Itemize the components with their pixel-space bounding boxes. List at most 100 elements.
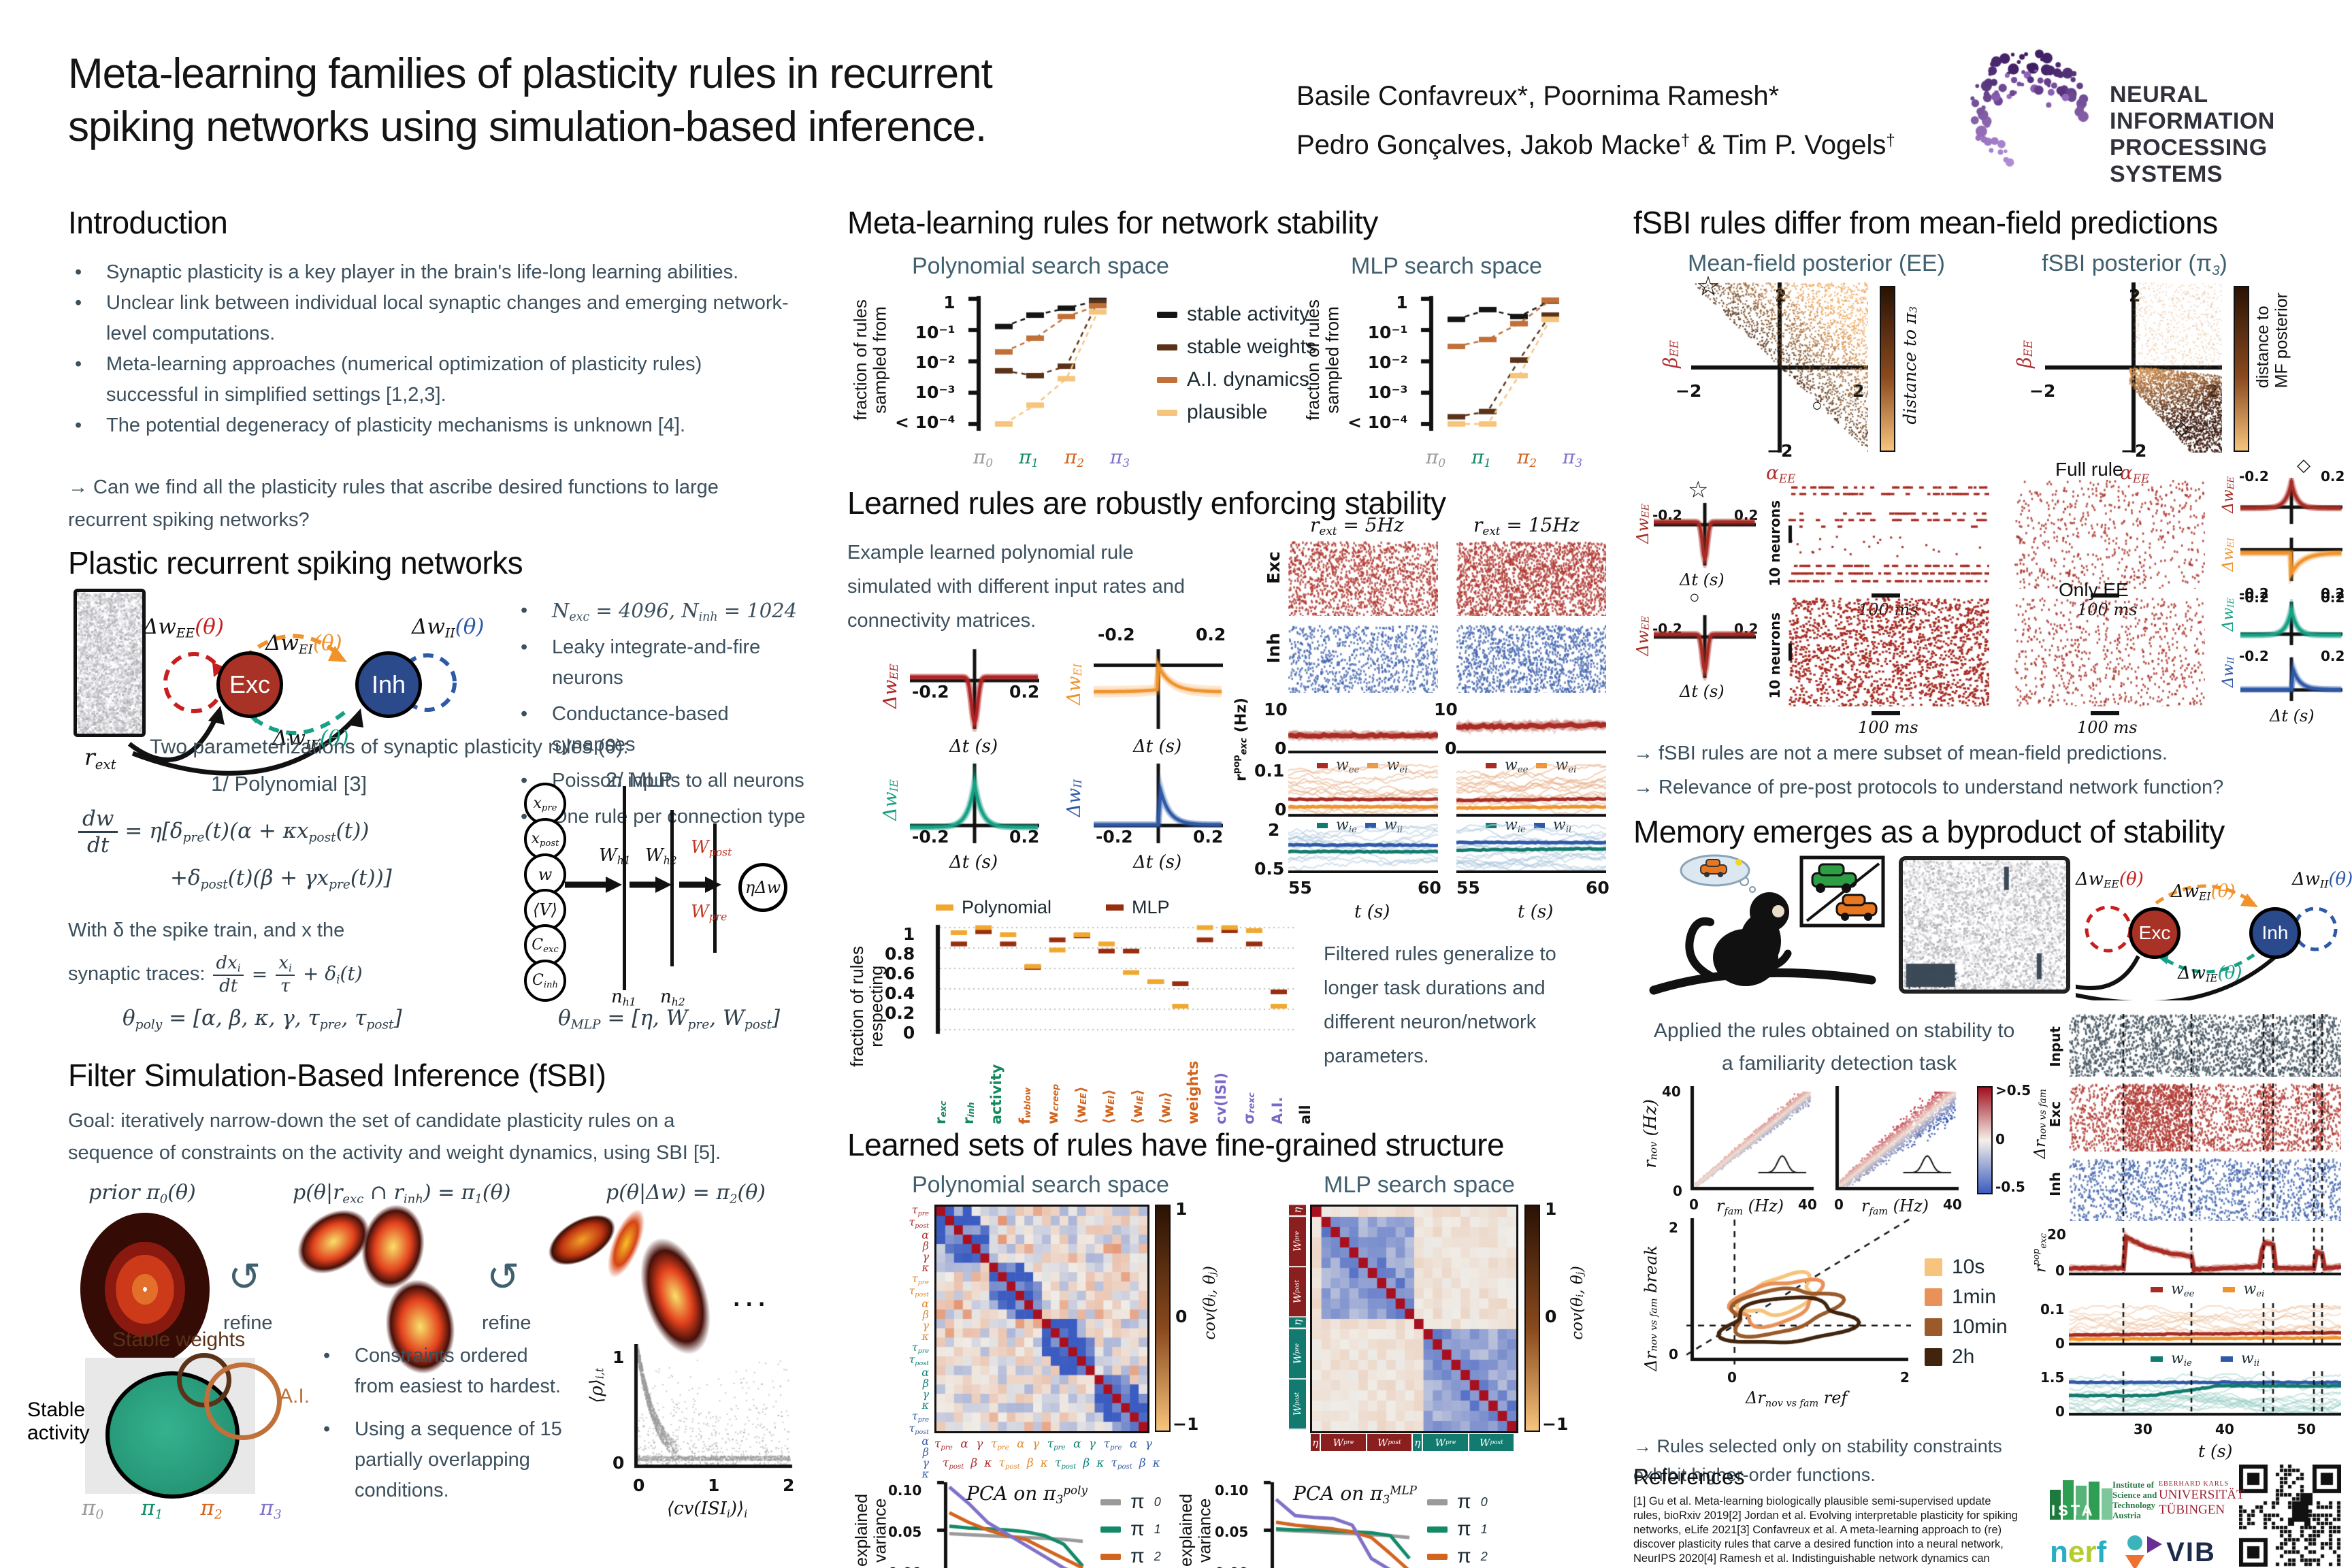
authors-line2: Pedro Gonçalves, Jakob Macke† & Tim P. V…: [1296, 130, 1895, 160]
tuebingen-logo: EBERHARD KARLS UNIVERSITÄT TÜBINGEN: [2159, 1480, 2244, 1518]
w2-ytick-top: 2: [1268, 820, 1280, 840]
cv-xtick-0: 0: [633, 1475, 645, 1495]
ml-ylabel-1: fraction of rules: [850, 299, 870, 421]
list-item: 0.4: [885, 983, 915, 1003]
dwei-base: ΔwEI: [265, 631, 313, 657]
list-item: γ: [922, 1318, 929, 1332]
nerf-r: r: [2085, 1535, 2097, 1568]
authors: Basile Confavreux*, Poornima Ramesh* Ped…: [1296, 71, 1895, 169]
scalebar-4: [2091, 711, 2119, 715]
stdp-ei-tick-pos: 0.2: [1196, 625, 1226, 644]
constraint-bullet-1-text: Constraints ordered from easiest to hard…: [355, 1345, 561, 1397]
list-item: α: [1129, 1437, 1138, 1451]
famA-xlabel: rfam (Hz): [1716, 1196, 1784, 1218]
ista-bar: [2076, 1486, 2087, 1520]
nerf-e: e: [2068, 1535, 2085, 1568]
mem-rate-plot: [2069, 1228, 2341, 1275]
list-item: α: [921, 1434, 929, 1448]
list-item: stable activity: [1157, 303, 1316, 326]
mem-wei: wei: [2243, 1281, 2265, 1299]
list-item: cv(ISI): [1213, 1072, 1230, 1124]
cov-heatmap-poly: [934, 1205, 1149, 1433]
pi2-label: p(θ|Δw) = π2(θ): [606, 1181, 766, 1207]
dwii-theta: (θ): [455, 615, 485, 639]
references-list: [1] Gu et al. Meta-learning biologically…: [1633, 1494, 2021, 1568]
famB-x0: 0: [1834, 1196, 1844, 1213]
contour-legend: 10s 1min 10min 2h: [1925, 1256, 2008, 1369]
l4: Austria: [2112, 1509, 2141, 1520]
dwii-base: ΔwII: [412, 615, 455, 641]
vib-logo: VIB: [2124, 1535, 2216, 1568]
posterior-sequence: ↻ refine ↻ refine ...: [68, 1194, 810, 1381]
mf-left-colorbar: [1880, 286, 1895, 452]
mem-inh-raster: [2069, 1158, 2341, 1221]
mem-inh-label: Inh: [2047, 1172, 2063, 1196]
mf-left-cb-label: distance to π3: [1900, 306, 1920, 425]
ml-poly-title: Polynomial search space: [912, 253, 1169, 279]
list-item: α: [921, 1296, 929, 1310]
mem-exc-raster: [2069, 1083, 2341, 1152]
list-item: 0.10: [1215, 1482, 1249, 1499]
respect-yticks: 1 0.8 0.6 0.4 0.2 0: [885, 924, 915, 1043]
list-item: π3: [1562, 446, 1582, 470]
bullet-marker: •: [521, 703, 528, 725]
trace-equals: =: [251, 963, 268, 986]
intro-heading: Introduction: [68, 205, 228, 240]
memory-heading: Memory emerges as a byproduct of stabili…: [1633, 814, 2225, 849]
dwii-label: ΔwII(θ): [412, 615, 484, 641]
famB-x40: 40: [1943, 1196, 1962, 1213]
nh1-label: nh1: [611, 987, 636, 1009]
constraint-bullet-2-text: Using a sequence of 15 partially overlap…: [355, 1418, 562, 1501]
bullet-marker: •: [75, 414, 82, 436]
intro-bullet-4-text: The potential degeneracy of plasticity m…: [106, 414, 686, 436]
memory-inh: Inh: [2249, 907, 2301, 959]
list-item: τpost: [909, 1422, 929, 1437]
refine-icon-2: ↻: [487, 1255, 520, 1299]
respect-categories: rexc rinh activity fwblow wcreep ⟨wEE⟩ ⟨wEI⟩ ⟨w…: [932, 1043, 1313, 1124]
xlabel-ts-b: t (s): [1518, 902, 1554, 922]
list-item: π2: [200, 1496, 223, 1522]
theta-poly: θpoly = [α, β, κ, γ, τpre, τpost]: [122, 1006, 402, 1032]
stdp-ei-tick-neg: -0.2: [1098, 625, 1135, 644]
vib-icon: [2125, 1535, 2163, 1568]
bullet-marker: •: [323, 1345, 331, 1367]
neurips-logo-text: NEURAL INFORMATION PROCESSING SYSTEMS: [2110, 82, 2341, 188]
list-item: 1: [1396, 293, 1408, 312]
rate-plot-5hz: [1288, 702, 1438, 753]
base: ΔwEE: [2076, 869, 2119, 891]
mem-w2-0: 0: [2055, 1403, 2065, 1420]
intro-bullet-1-text: Synaptic plasticity is a key player in t…: [106, 261, 739, 283]
famA-x0: 0: [1689, 1196, 1699, 1213]
pca-right-yticks: 0.10 0.05 0.00: [1215, 1482, 1248, 1568]
rext-label: rext: [84, 744, 116, 772]
dwie-theta: (θ): [319, 726, 349, 751]
list-item: β: [922, 1239, 929, 1252]
inh-population: Inh: [355, 651, 422, 718]
exc-raster-15hz: [1456, 541, 1606, 616]
cov-label-poly: cov(θi, θj): [1201, 1266, 1219, 1340]
mf-right-title: fSBI posterior (π3): [2042, 250, 2227, 279]
venn-stable-weights-label: Stable weights: [112, 1328, 246, 1351]
mf-right-colorbar: [2234, 286, 2249, 452]
inh-raster-5hz: [1288, 625, 1438, 693]
list-item: β: [922, 1376, 929, 1390]
wpre-label: Wpre: [691, 902, 728, 924]
mlp-node-cinh: Cinh: [524, 960, 566, 1002]
legend-polynomial: Polynomial: [962, 897, 1052, 917]
row1-dwee-label: ΔwEE: [1633, 504, 1652, 544]
middle-column: Meta-learning rules for network stabilit…: [847, 0, 1610, 1568]
list-item: 10⁻³: [1367, 382, 1408, 402]
xtick-55b: 55: [1456, 878, 1480, 898]
full-rule-raster: [2014, 480, 2205, 589]
mlp-node-cexc: Cexc: [524, 924, 566, 966]
intro-question-2: recurrent spiking networks?: [68, 509, 310, 531]
contour-x0: 0: [1727, 1369, 1737, 1386]
node-label: ⟨V⟩: [532, 900, 558, 919]
list-item: τpost: [1054, 1456, 1077, 1471]
mini-diamond: ◇: [2297, 455, 2310, 475]
mem-dwie: ΔwIE(θ): [2178, 963, 2242, 985]
list-item: β: [922, 1445, 929, 1458]
